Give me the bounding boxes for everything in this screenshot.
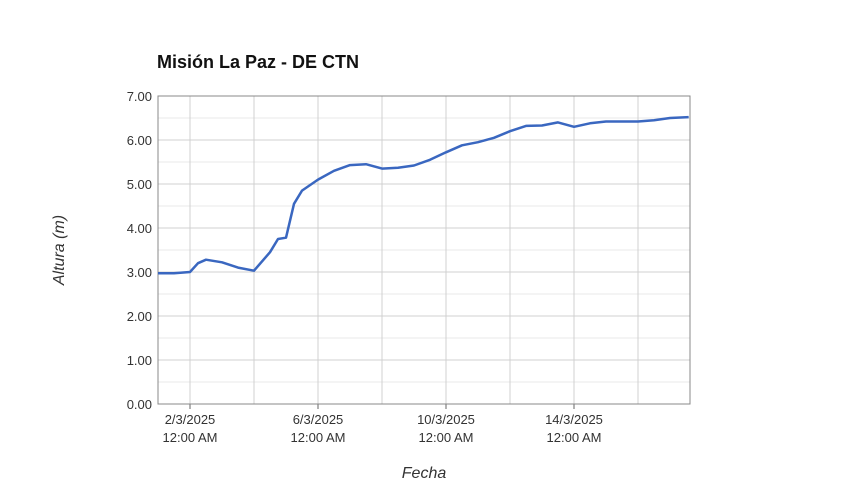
x-tick-label-line: 6/3/2025	[293, 412, 344, 427]
x-tick-label: 6/3/2025 12:00 AM	[291, 412, 346, 445]
y-tick-label: 1.00	[127, 353, 152, 368]
x-tick-label-line: 12:00 AM	[291, 430, 346, 445]
x-tick-label: 14/3/2025 12:00 AM	[545, 412, 603, 445]
x-tick-label-line: 14/3/2025	[545, 412, 603, 427]
x-tick-label: 2/3/2025 12:00 AM	[163, 412, 218, 445]
x-axis-label: Fecha	[402, 465, 447, 482]
y-tick-label: 3.00	[127, 265, 152, 280]
x-tick-label-line: 2/3/2025	[165, 412, 216, 427]
x-tick-label-line: 12:00 AM	[163, 430, 218, 445]
y-tick-label: 4.00	[127, 221, 152, 236]
y-tick-label: 0.00	[127, 397, 152, 412]
chart-title: Misión La Paz - DE CTN	[157, 52, 359, 72]
data-line	[158, 115, 689, 275]
x-tick-label-line: 10/3/2025	[417, 412, 475, 427]
plot-frame	[157, 95, 691, 405]
x-tick-label-line: 12:00 AM	[547, 430, 602, 445]
y-axis-label: Altura (m)	[51, 215, 68, 286]
y-tick-label: 6.00	[127, 133, 152, 148]
y-tick-label: 5.00	[127, 177, 152, 192]
y-tick-label: 7.00	[127, 89, 152, 104]
y-tick-label: 2.00	[127, 309, 152, 324]
x-tick-label: 10/3/2025 12:00 AM	[417, 412, 475, 445]
x-tick-label-line: 12:00 AM	[419, 430, 474, 445]
